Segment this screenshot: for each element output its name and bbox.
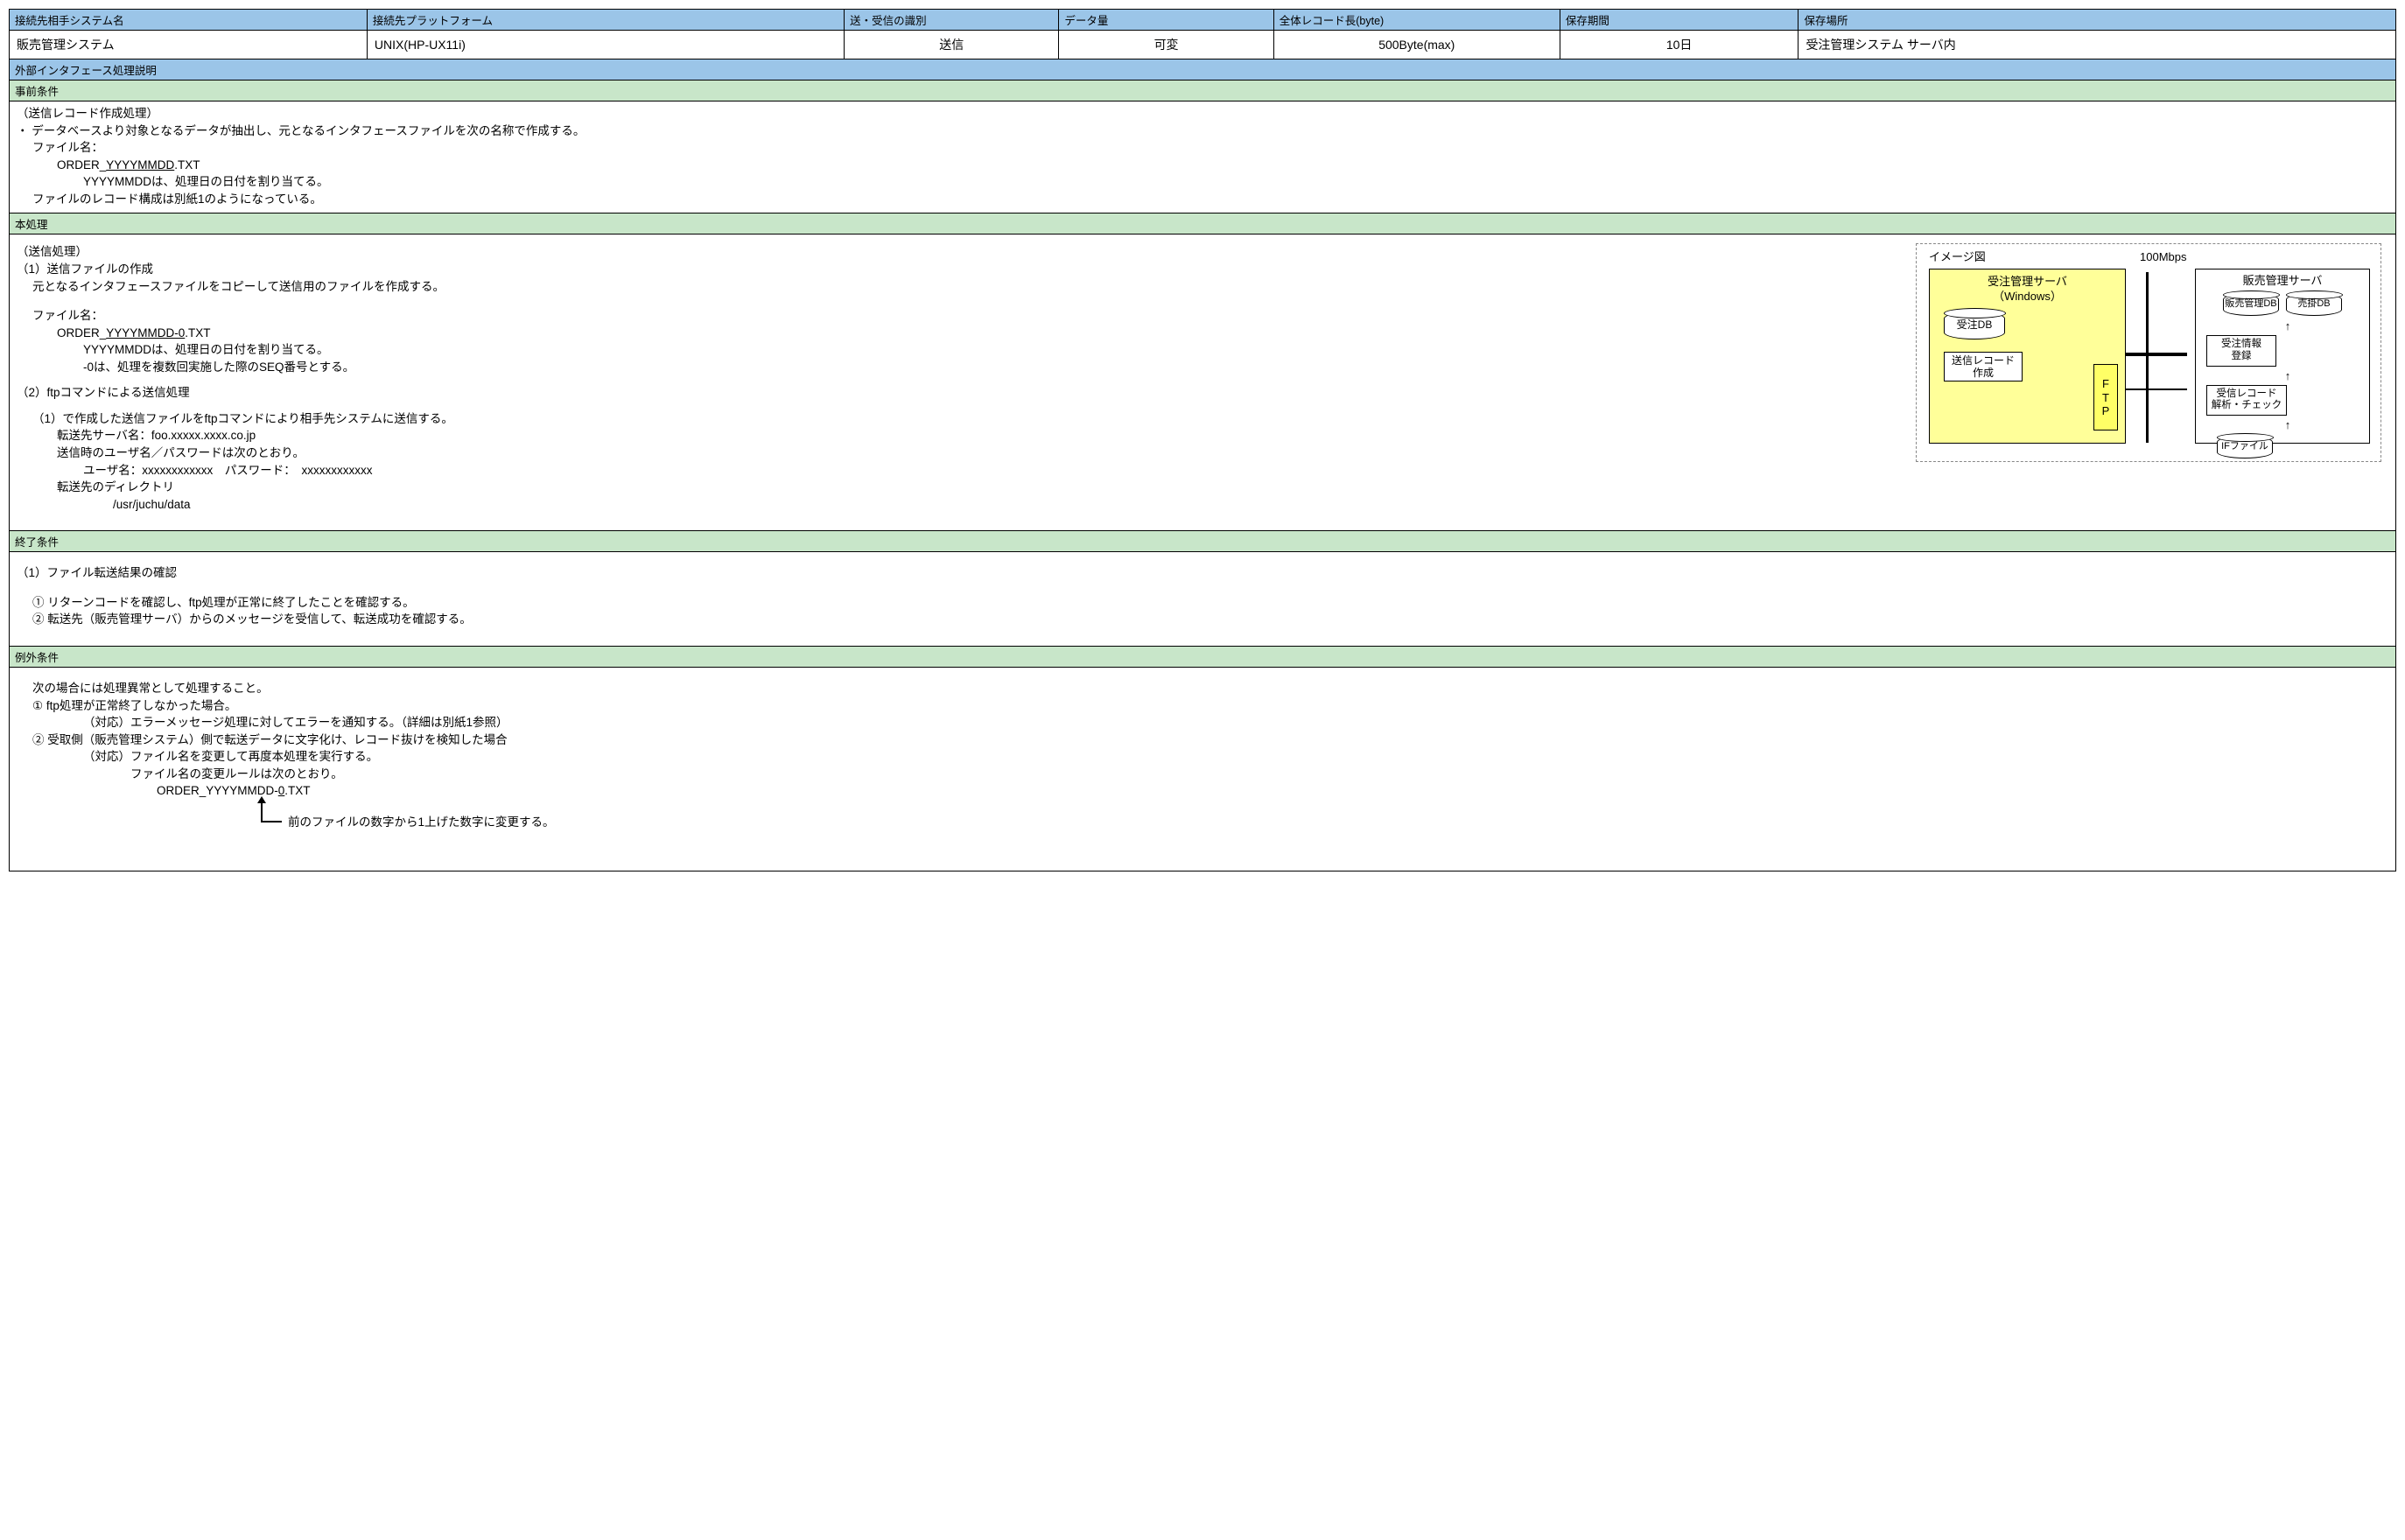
val-direction: 送信	[845, 31, 1059, 59]
col-retention: 保存期間	[1560, 10, 1799, 30]
send-record-box: 送信レコード 作成	[1944, 352, 2023, 382]
m-l3: 元となるインタフェースファイルをコピーして送信用のファイルを作成する。	[17, 278, 1907, 296]
order-server-box: 受注管理サーバ （Windows） 受注DB 送信レコード 作成 F T P	[1929, 269, 2126, 444]
iffile-icon: IFファイル	[2217, 436, 2273, 458]
section-interface-desc: 外部インタフェース処理説明	[10, 60, 2395, 80]
ex-l6: ファイル名の変更ルールは次のとおり。	[17, 766, 2388, 783]
section-end-cond: 終了条件	[10, 531, 2395, 552]
section-precondition: 事前条件	[10, 80, 2395, 102]
col-platform: 接続先プラットフォーム	[368, 10, 845, 30]
ftp-box: F T P	[2093, 364, 2118, 430]
m-l6: YYYYMMDDは、処理日の日付を割り当てる。	[17, 341, 1907, 359]
pre-l2: ・ データベースより対象となるデータが抽出し、元となるインタフェースファイルを次…	[17, 122, 2388, 140]
ex-l3: （対応）エラーメッセージ処理に対してエラーを通知する。（詳細は別紙1参照）	[17, 714, 2388, 732]
m-l8: （2）ftpコマンドによる送信処理	[17, 384, 1907, 402]
pre-l3: ファイル名：	[17, 139, 2388, 157]
main-text: （送信処理） （1）送信ファイルの作成 元となるインタフェースファイルをコピーし…	[17, 238, 1907, 525]
diagram-container: イメージ図 100Mbps 受注管理サーバ （Windows） 受注DB 送信レ…	[1916, 238, 2388, 525]
section-main-proc: 本処理	[10, 214, 2395, 234]
val-platform: UNIX(HP-UX11i)	[368, 31, 845, 59]
section-exception: 例外条件	[10, 647, 2395, 668]
m-l13: 転送先のディレクトリ	[17, 479, 1907, 496]
header-values-row: 販売管理システム UNIX(HP-UX11i) 送信 可変 500Byte(ma…	[10, 31, 2395, 60]
system-diagram: イメージ図 100Mbps 受注管理サーバ （Windows） 受注DB 送信レ…	[1916, 243, 2381, 462]
ex-l2: ① ftp処理が正常終了しなかった場合。	[17, 697, 2388, 715]
val-retention: 10日	[1560, 31, 1799, 59]
col-datasize: データ量	[1059, 10, 1273, 30]
sales-db-icon: 販売管理DB	[2223, 293, 2279, 316]
m-l11: 送信時のユーザ名／パスワードは次のとおり。	[17, 444, 1907, 462]
end-l2: ① リターンコードを確認し、ftp処理が正常に終了したことを確認する。	[17, 594, 2388, 612]
m-l1: （送信処理）	[17, 243, 1907, 261]
parse-box: 受信レコード 解析・チェック	[2206, 385, 2287, 416]
end-l3: ② 転送先（販売管理サーバ）からのメッセージを受信して、転送成功を確認する。	[17, 611, 2388, 628]
arrow-annotation: 前のファイルの数字から1上げた数字に変更する。	[17, 814, 2388, 831]
col-system: 接続先相手システム名	[10, 10, 368, 30]
sales-server-box: 販売管理サーバ 販売管理DB 売掛DB ↑ 受注情報 登録 ↑ 受信レコード 解…	[2195, 269, 2370, 444]
network-line-icon	[2146, 272, 2149, 443]
diagram-title: イメージ図	[1929, 249, 1986, 266]
end-l1: （1）ファイル転送結果の確認	[17, 564, 2388, 582]
val-location: 受注管理システム サーバ内	[1798, 31, 2395, 59]
spec-document: 接続先相手システム名 接続先プラットフォーム 送・受信の識別 データ量 全体レコ…	[9, 9, 2396, 872]
val-datasize: 可変	[1059, 31, 1273, 59]
pre-l1: （送信レコード作成処理）	[17, 105, 2388, 122]
arrow-horiz-icon	[261, 821, 282, 822]
pre-l6: ファイルのレコード構成は別紙1のようになっている。	[17, 191, 2388, 208]
connector-1-icon	[2126, 353, 2187, 356]
diagram-speed: 100Mbps	[2140, 249, 2186, 266]
m-l12: ユーザ名：xxxxxxxxxxxx パスワード： xxxxxxxxxxxx	[17, 462, 1907, 480]
col-reclen: 全体レコード長(byte)	[1274, 10, 1560, 30]
precondition-content: （送信レコード作成処理） ・ データベースより対象となるデータが抽出し、元となる…	[10, 102, 2395, 214]
header-labels-row: 接続先相手システム名 接続先プラットフォーム 送・受信の識別 データ量 全体レコ…	[10, 10, 2395, 31]
m-l9: （1）で作成した送信ファイルをftpコマンドにより相手先システムに送信する。	[17, 410, 1907, 428]
pre-l5: YYYYMMDDは、処理日の日付を割り当てる。	[17, 173, 2388, 191]
m-l7: -0は、処理を複数回実施した際のSEQ番号とする。	[17, 359, 1907, 376]
ex-l5: （対応）ファイル名を変更して再度本処理を実行する。	[17, 748, 2388, 766]
pre-l4: ORDER_YYYYMMDD.TXT	[17, 157, 2388, 174]
exception-content: 次の場合には処理異常として処理すること。 ① ftp処理が正常終了しなかった場合…	[10, 668, 2395, 872]
connector-2-icon	[2126, 388, 2187, 390]
col-direction: 送・受信の識別	[845, 10, 1059, 30]
m-l4: ファイル名：	[17, 307, 1907, 325]
m-l2: （1）送信ファイルの作成	[17, 261, 1907, 278]
register-box: 受注情報 登録	[2206, 335, 2276, 367]
val-system: 販売管理システム	[10, 31, 368, 59]
m-l10: 転送先サーバ名：foo.xxxxx.xxxx.co.jp	[17, 427, 1907, 444]
val-reclen: 500Byte(max)	[1274, 31, 1560, 59]
ex-l7: ORDER_YYYYMMDD-0.TXT	[17, 782, 2388, 800]
order-db-icon: 受注DB	[1944, 312, 2005, 340]
ex-l4: ② 受取側（販売管理システム）側で転送データに文字化け、レコード抜けを検知した場…	[17, 732, 2388, 749]
ar-db-icon: 売掛DB	[2286, 293, 2342, 316]
sales-srv-label: 販売管理サーバ	[2201, 273, 2364, 290]
ex-l8: 前のファイルの数字から1上げた数字に変更する。	[288, 816, 555, 829]
ex-l1: 次の場合には処理異常として処理すること。	[17, 680, 2388, 697]
m-l5: ORDER_YYYYMMDD-0.TXT	[17, 325, 1907, 342]
arrow-vert-icon	[261, 802, 263, 821]
col-location: 保存場所	[1798, 10, 2395, 30]
m-l14: /usr/juchu/data	[17, 496, 1907, 514]
end-cond-content: （1）ファイル転送結果の確認 ① リターンコードを確認し、ftp処理が正常に終了…	[10, 552, 2395, 647]
main-proc-content: （送信処理） （1）送信ファイルの作成 元となるインタフェースファイルをコピーし…	[10, 234, 2395, 531]
